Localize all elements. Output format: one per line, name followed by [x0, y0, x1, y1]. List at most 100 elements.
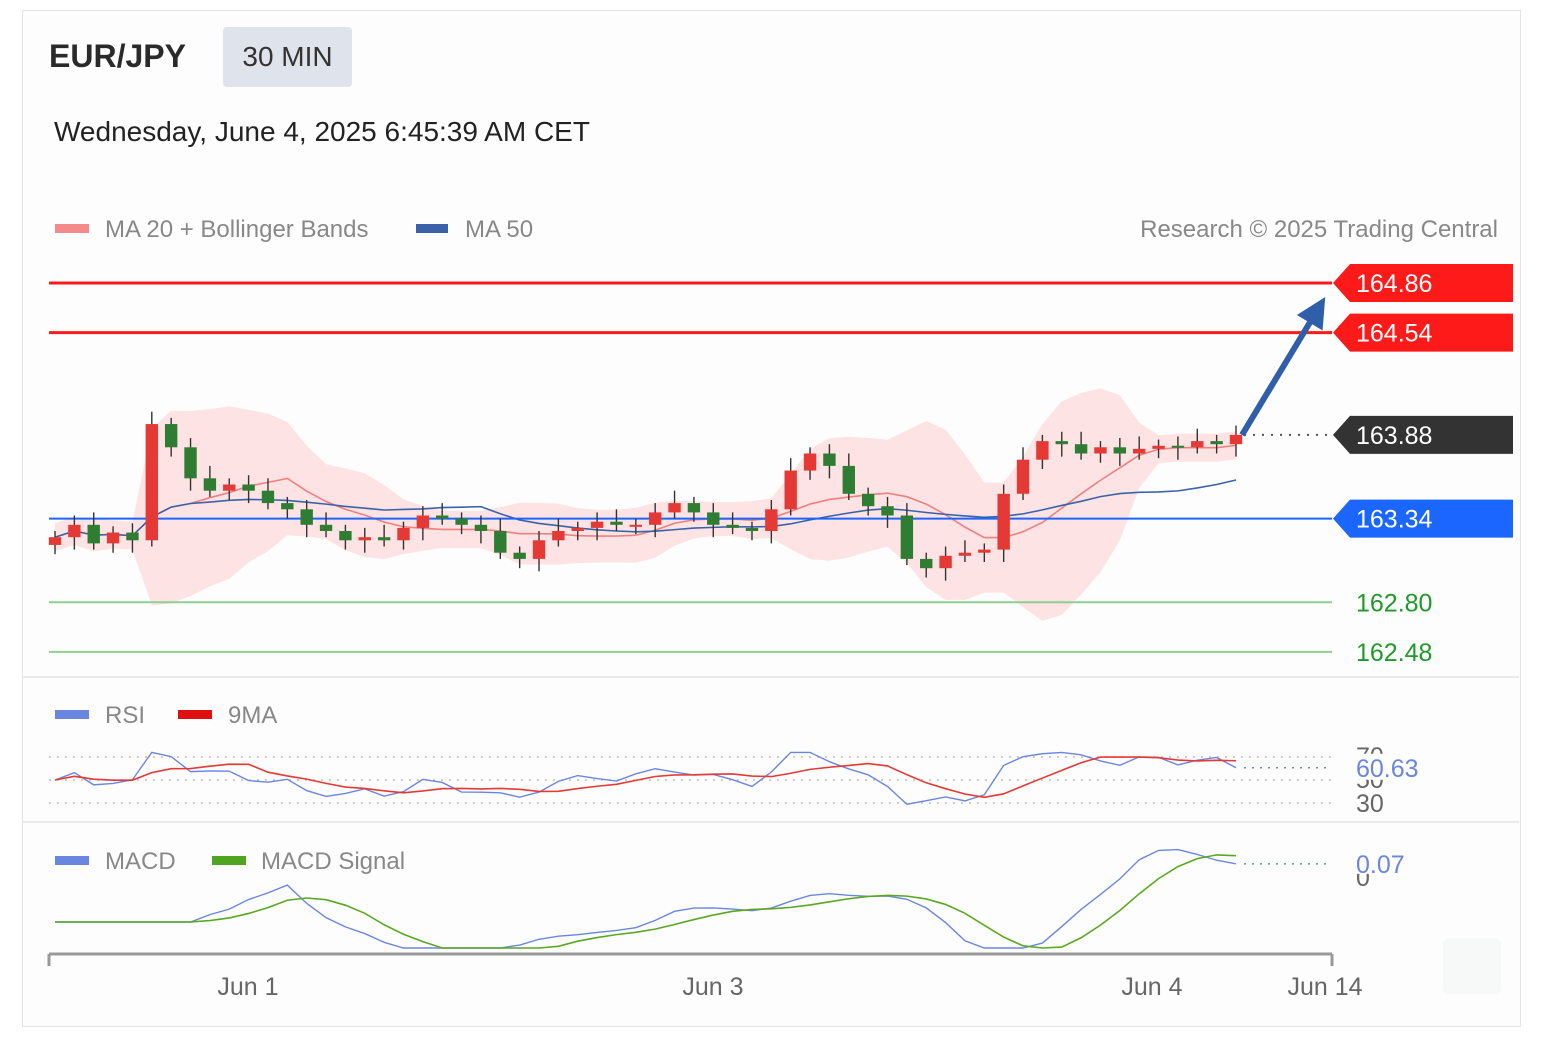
candle-body	[687, 503, 701, 513]
candle-body	[319, 524, 333, 531]
candle-body	[571, 527, 584, 531]
candle-body	[1191, 441, 1204, 448]
candle-body	[126, 532, 139, 541]
rsi-ma-legend-label: 9MA	[228, 702, 277, 729]
candle-body	[1036, 441, 1049, 460]
candle-body	[939, 555, 952, 569]
candle-body	[726, 524, 739, 528]
candle-body	[397, 527, 410, 541]
rsi-value-bg	[1352, 753, 1432, 780]
rsi-ma-line	[54, 756, 1237, 799]
time-axis-label: Jun 14	[1287, 973, 1362, 1001]
macd-signal-line	[55, 854, 1237, 949]
candle-body	[1229, 434, 1243, 445]
macd-line	[55, 848, 1237, 949]
resistance-2-tag-label: 164.86	[1356, 270, 1432, 298]
rsi-level-label: 30	[1356, 790, 1384, 818]
candle-body	[978, 549, 991, 553]
candle-body	[803, 453, 817, 471]
candle-body	[997, 493, 1010, 550]
forecast-arrow-shaft	[1239, 307, 1321, 437]
resistance-1-tag-label: 164.54	[1356, 320, 1433, 348]
candlesticks	[48, 411, 1243, 581]
forecast-arrow	[1239, 297, 1326, 437]
candle-body	[1171, 445, 1185, 448]
ma20-legend-swatch	[55, 224, 89, 233]
forecast-arrow-head	[1296, 297, 1326, 331]
candle-body	[494, 531, 507, 553]
candle-body	[184, 447, 197, 479]
bollinger-bands	[55, 388, 1236, 621]
candle-body	[242, 484, 255, 491]
candle-body	[416, 515, 430, 528]
time-axis-label: Jun 4	[1121, 973, 1182, 1001]
candle-body	[920, 558, 933, 569]
ma50-legend-label: MA 50	[465, 216, 533, 243]
candle-body	[48, 537, 62, 545]
price-levels	[49, 281, 1332, 653]
candle-body	[648, 512, 662, 525]
candle-body	[203, 478, 217, 491]
time-axis: Jun 1 Jun 3 Jun 4 Jun 14	[47, 952, 1363, 1001]
candle-body	[261, 490, 275, 504]
time-axis-label: Jun 1	[217, 973, 278, 1001]
pivot-tag	[1333, 499, 1513, 538]
support-2-label: 162.48	[1356, 639, 1432, 667]
candle-body	[1074, 444, 1088, 454]
candle-body	[1094, 447, 1107, 454]
candle-body	[68, 524, 81, 538]
ma50-legend-swatch	[416, 224, 448, 233]
currency-pair-title: EUR/JPY	[49, 38, 186, 74]
candle-body	[1210, 441, 1223, 445]
macd-panel: 00.07	[55, 848, 1412, 949]
support-1-label: 162.80	[1356, 589, 1432, 617]
candle-body	[784, 470, 797, 510]
candle-body	[532, 540, 546, 559]
candle-body	[223, 484, 236, 491]
candle-body	[629, 524, 643, 527]
rsi-legend-label: RSI	[105, 702, 145, 729]
pivot-tag-label: 163.34	[1356, 506, 1433, 534]
macd-value-bg	[1352, 849, 1412, 874]
candle-body	[823, 453, 836, 466]
candle-body	[707, 512, 720, 525]
candle-body	[668, 503, 681, 513]
rsi-last-value: 60.63	[1356, 755, 1419, 783]
candle-body	[745, 527, 759, 531]
macd-last-value: 0.07	[1356, 851, 1405, 879]
candle-body	[590, 521, 604, 528]
last-price-tag	[1333, 415, 1513, 454]
macd-legend-swatch	[55, 856, 89, 865]
candle-body	[300, 509, 313, 525]
price-tags: 164.86 164.54 163.88 163.34 162.80 162.48	[1333, 264, 1513, 667]
candle-body	[339, 531, 352, 541]
last-price-tag-label: 163.88	[1356, 422, 1432, 450]
candle-body	[1016, 459, 1030, 494]
scroll-top-button[interactable]	[1443, 938, 1501, 994]
candle-body	[106, 532, 120, 544]
candle-body	[861, 493, 875, 507]
resistance-2-tag	[1333, 264, 1513, 302]
candle-body	[1055, 441, 1068, 445]
bollinger-band-area	[55, 388, 1236, 621]
rsi-line	[54, 751, 1237, 806]
rsi-panel: 70503060.63	[49, 743, 1432, 818]
copyright-text: Research © 2025 Trading Central	[1140, 216, 1498, 243]
candle-body	[164, 424, 178, 448]
candle-body	[1133, 448, 1146, 454]
candle-body	[358, 537, 371, 541]
candle-body	[145, 424, 158, 541]
timeframe-badge[interactable]: 30 MIN	[223, 27, 352, 87]
timestamp: Wednesday, June 4, 2025 6:45:39 AM CET	[54, 116, 590, 147]
macd-legend-label: MACD	[105, 848, 176, 875]
candle-body	[881, 506, 894, 516]
candle-body	[1152, 445, 1165, 449]
candle-body	[552, 531, 565, 541]
rsi-legend-swatch	[55, 710, 89, 719]
resistance-1-tag	[1333, 313, 1513, 352]
candle-body	[281, 503, 294, 510]
candle-body	[842, 465, 855, 494]
macd-signal-legend-swatch	[212, 856, 246, 865]
candle-body	[900, 515, 914, 559]
